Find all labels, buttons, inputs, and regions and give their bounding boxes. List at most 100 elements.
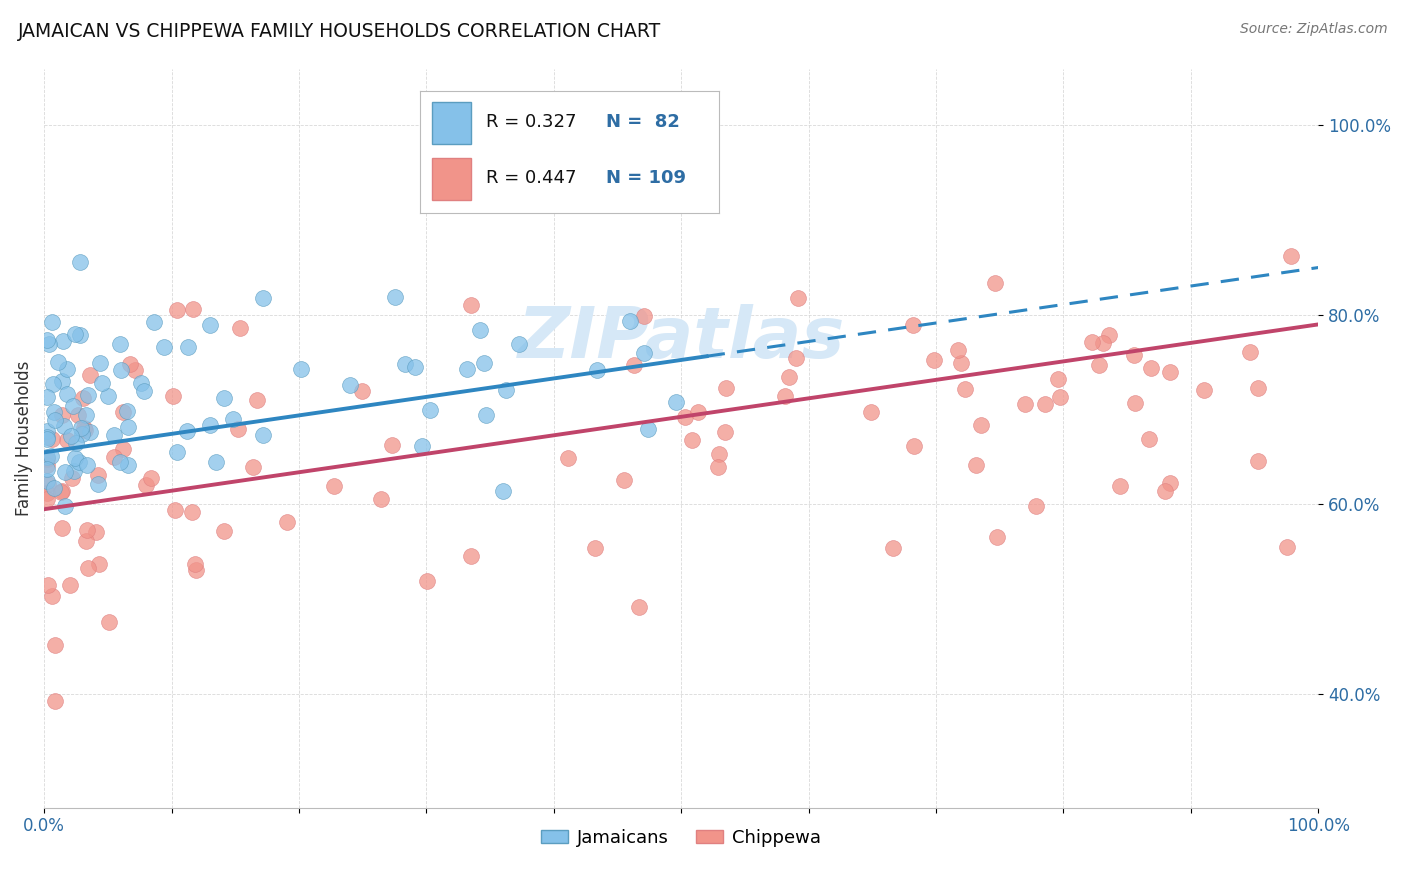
Point bbox=[44, 481, 66, 495]
Point bbox=[65, 436, 87, 450]
Point bbox=[228, 422, 250, 436]
Point bbox=[111, 442, 134, 456]
Point bbox=[37, 578, 59, 592]
Point bbox=[986, 530, 1008, 544]
Point bbox=[76, 387, 98, 401]
Point bbox=[474, 408, 496, 422]
Point bbox=[411, 439, 433, 453]
Point bbox=[773, 389, 796, 403]
Point bbox=[166, 302, 188, 317]
Point bbox=[35, 491, 58, 506]
Point bbox=[59, 577, 82, 591]
Point bbox=[1159, 365, 1181, 379]
Text: Source: ZipAtlas.com: Source: ZipAtlas.com bbox=[1240, 22, 1388, 37]
Point bbox=[55, 434, 77, 448]
Point bbox=[62, 399, 84, 413]
Point bbox=[163, 503, 186, 517]
Point bbox=[37, 451, 59, 466]
Point bbox=[252, 428, 274, 442]
Point bbox=[41, 377, 63, 392]
Point bbox=[75, 534, 97, 549]
Point bbox=[637, 422, 659, 436]
Point bbox=[970, 417, 993, 432]
Point bbox=[120, 357, 142, 371]
Point bbox=[472, 356, 495, 370]
Point bbox=[35, 485, 58, 500]
Point bbox=[415, 574, 437, 588]
Point bbox=[73, 423, 96, 437]
Point bbox=[69, 421, 91, 435]
Point bbox=[965, 458, 987, 473]
Point bbox=[73, 421, 96, 435]
Point bbox=[665, 394, 688, 409]
Point bbox=[686, 405, 709, 419]
Point bbox=[290, 362, 312, 376]
Point bbox=[35, 429, 58, 443]
Point bbox=[162, 389, 184, 403]
Point bbox=[56, 387, 79, 401]
Point bbox=[35, 333, 58, 347]
Point bbox=[117, 419, 139, 434]
Point bbox=[350, 384, 373, 398]
Point bbox=[35, 474, 58, 488]
Point bbox=[585, 363, 607, 377]
Point bbox=[276, 515, 298, 529]
Point bbox=[1014, 397, 1036, 411]
Point bbox=[627, 599, 650, 614]
Point bbox=[181, 505, 204, 519]
Point bbox=[75, 408, 97, 422]
Point bbox=[84, 524, 107, 539]
Point bbox=[557, 450, 579, 465]
Point bbox=[198, 418, 221, 433]
Point bbox=[132, 384, 155, 398]
Point bbox=[778, 370, 800, 384]
Point bbox=[1088, 358, 1111, 372]
Point bbox=[246, 392, 269, 407]
Point bbox=[1239, 345, 1261, 359]
Point bbox=[242, 460, 264, 475]
Point bbox=[184, 558, 207, 572]
Point bbox=[681, 434, 703, 448]
Point bbox=[714, 425, 737, 439]
Point bbox=[51, 374, 73, 388]
Point bbox=[613, 473, 636, 487]
Y-axis label: Family Households: Family Households bbox=[15, 360, 32, 516]
Point bbox=[221, 411, 243, 425]
Point bbox=[56, 362, 79, 376]
Point bbox=[60, 471, 83, 485]
Point bbox=[51, 408, 73, 422]
Point bbox=[97, 389, 120, 403]
Point bbox=[1025, 499, 1047, 513]
Point bbox=[1279, 249, 1302, 263]
Point bbox=[508, 337, 530, 351]
Point bbox=[52, 334, 75, 348]
Point bbox=[252, 291, 274, 305]
Point bbox=[456, 361, 478, 376]
Text: ZIPatlas: ZIPatlas bbox=[517, 304, 845, 373]
Point bbox=[44, 694, 66, 708]
Point bbox=[1139, 432, 1161, 446]
Point bbox=[66, 409, 89, 423]
Point bbox=[72, 392, 94, 406]
Point bbox=[1246, 381, 1268, 395]
Point bbox=[35, 458, 58, 472]
Point bbox=[1123, 348, 1146, 362]
Point bbox=[48, 355, 70, 369]
Point bbox=[65, 451, 87, 466]
Point bbox=[922, 352, 945, 367]
Point bbox=[129, 376, 152, 391]
Point bbox=[79, 368, 101, 382]
Point bbox=[370, 491, 392, 506]
Point bbox=[91, 376, 114, 390]
Point bbox=[52, 419, 75, 434]
Point bbox=[38, 337, 60, 351]
Legend: Jamaicans, Chippewa: Jamaicans, Chippewa bbox=[534, 822, 828, 855]
Point bbox=[787, 291, 810, 305]
Point bbox=[87, 557, 110, 571]
Point bbox=[135, 478, 157, 492]
Point bbox=[42, 405, 65, 419]
Point bbox=[51, 483, 73, 498]
Point bbox=[69, 255, 91, 269]
Point bbox=[214, 391, 236, 405]
Point bbox=[59, 429, 82, 443]
